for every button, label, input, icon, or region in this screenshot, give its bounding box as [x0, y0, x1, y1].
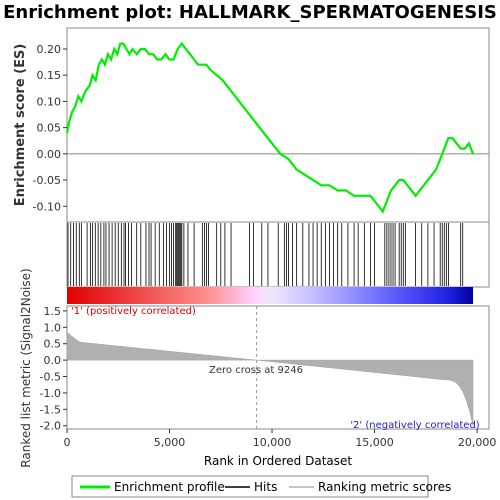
x-axis: 0 5,000 10,000 15,000 20,000 — [64, 429, 497, 449]
metric-tick-label: 1.5 — [44, 305, 62, 318]
metric-tick-label: 0.0 — [44, 354, 62, 367]
es-profile-line — [65, 41, 475, 214]
legend-profile-label: Enrichment profile — [114, 480, 225, 494]
hit-markers — [67, 223, 464, 286]
legend-hits-label: Hits — [254, 480, 277, 494]
es-y-axis: 0.20 0.15 0.10 0.05 0.00 -0.05 -0.10 — [33, 43, 67, 213]
es-tick-label: 0.15 — [37, 69, 62, 82]
negative-correlation-label: '2' (negatively correlated) — [350, 420, 479, 431]
x-tick-label: 5,000 — [154, 436, 186, 449]
ranked-metric-area — [66, 331, 474, 426]
metric-tick-label: -1.5 — [40, 403, 61, 416]
x-axis-label: Rank in Ordered Dataset — [204, 454, 352, 468]
metric-tick-label: -0.5 — [40, 371, 61, 384]
metric-area — [66, 331, 474, 426]
metric-tick-label: -2.0 — [40, 420, 61, 433]
legend: Enrichment profile Hits Ranking metric s… — [71, 475, 451, 498]
legend-metric-label: Ranking metric scores — [318, 480, 451, 494]
colorbar-rect — [67, 287, 473, 304]
es-tick-label: 0.20 — [37, 43, 62, 56]
metric-tick-label: 1.0 — [44, 321, 62, 334]
es-profile-path — [65, 41, 475, 214]
es-tick-label: 0.00 — [37, 148, 62, 161]
metric-tick-label: -1.0 — [40, 387, 61, 400]
x-tick-label: 20,000 — [458, 436, 497, 449]
es-tick-label: 0.10 — [37, 95, 62, 108]
es-panel-frame — [66, 27, 490, 223]
metric-y-label: Ranked list metric (Signal2Noise) — [19, 268, 33, 467]
positive-correlation-label: '1' (positively correlated) — [71, 306, 196, 317]
chart-title: Enrichment plot: HALLMARK_SPERMATOGENESI… — [3, 2, 497, 23]
es-y-label: Enrichment score (ES) — [13, 44, 28, 207]
x-tick-label: 0 — [64, 436, 71, 449]
zero-cross-label: Zero cross at 9246 — [209, 365, 303, 376]
es-tick-label: 0.05 — [37, 122, 62, 135]
x-tick-label: 15,000 — [355, 436, 394, 449]
es-tick-label: -0.10 — [33, 200, 61, 213]
metric-tick-label: 0.5 — [44, 338, 62, 351]
es-tick-label: -0.05 — [33, 174, 61, 187]
rank-color-bar — [67, 287, 473, 304]
metric-y-axis: 1.5 1.0 0.5 0.0 -0.5 -1.0 -1.5 -2.0 — [40, 305, 67, 433]
x-tick-label: 10,000 — [253, 436, 292, 449]
